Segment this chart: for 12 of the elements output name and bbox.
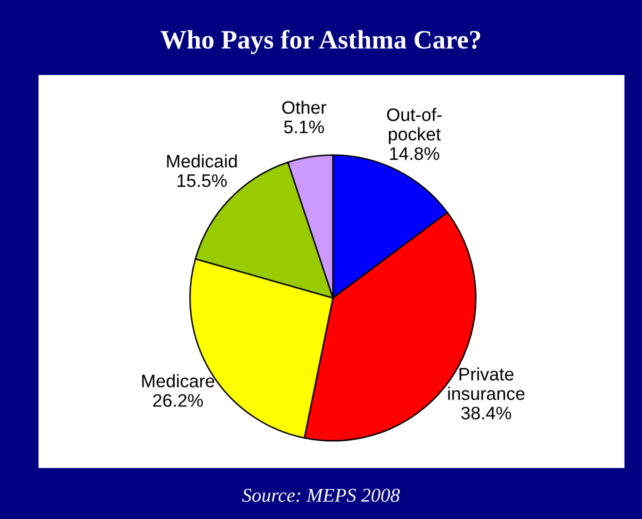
data-label: 26.2% [153,394,203,407]
slice-label: Medicaid [167,154,237,168]
slice-label: Medicare [142,374,214,388]
slice-label: Out-of- pocket [387,108,442,144]
data-label: 5.1% [284,120,324,134]
slice-label: Private insurance [448,367,525,400]
source-note: Source: MEPS 2008 [242,488,400,502]
data-label: 14.8% [390,147,440,160]
slice-label: Other [282,100,326,114]
data-label: 15.5% [178,174,227,188]
chart-title: Who Pays for Asthma Care? [160,30,480,54]
data-label: 38.4% [461,406,512,420]
